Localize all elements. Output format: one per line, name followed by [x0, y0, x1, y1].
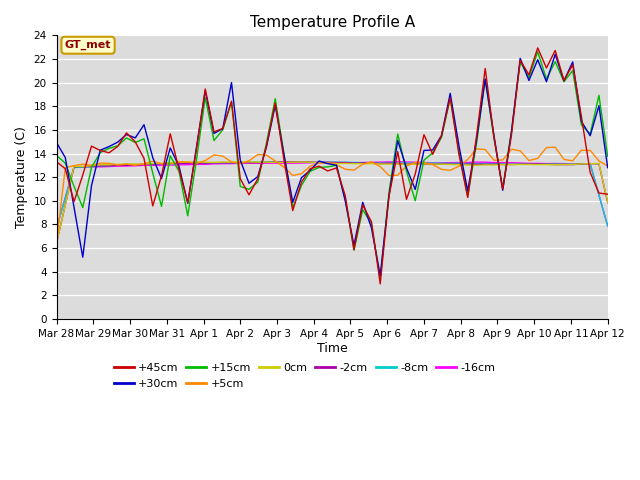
+5cm — [403, 163, 410, 169]
+15cm — [52, 153, 60, 158]
0cm — [333, 160, 340, 166]
+30cm — [324, 161, 332, 167]
-2cm — [280, 159, 288, 165]
+15cm — [534, 49, 541, 55]
-8cm — [271, 159, 279, 165]
+30cm — [420, 147, 428, 153]
+5cm — [604, 163, 612, 169]
+5cm — [123, 161, 131, 167]
Text: GT_met: GT_met — [65, 40, 111, 50]
+15cm — [123, 135, 131, 141]
+45cm — [123, 130, 131, 136]
-8cm — [420, 160, 428, 166]
+45cm — [359, 202, 367, 208]
+15cm — [604, 154, 612, 159]
-16cm — [280, 160, 288, 166]
+15cm — [280, 151, 288, 157]
Line: +5cm: +5cm — [56, 147, 608, 243]
-2cm — [367, 160, 375, 166]
+30cm — [412, 187, 419, 192]
Title: Temperature Profile A: Temperature Profile A — [250, 15, 415, 30]
-8cm — [333, 159, 340, 165]
-2cm — [123, 162, 131, 168]
+45cm — [52, 159, 60, 165]
Legend: +45cm, +30cm, +15cm, +5cm, 0cm, -2cm, -8cm, -16cm: +45cm, +30cm, +15cm, +5cm, 0cm, -2cm, -8… — [109, 359, 500, 393]
0cm — [52, 240, 60, 246]
+30cm — [376, 273, 384, 278]
-8cm — [604, 223, 612, 229]
-2cm — [333, 160, 340, 166]
Line: +30cm: +30cm — [56, 54, 608, 276]
+15cm — [324, 164, 332, 170]
-8cm — [52, 226, 60, 231]
+5cm — [412, 159, 419, 165]
+45cm — [324, 168, 332, 174]
-16cm — [604, 223, 612, 229]
-16cm — [412, 159, 419, 165]
0cm — [289, 159, 296, 165]
-16cm — [420, 159, 428, 165]
-2cm — [289, 159, 296, 165]
Line: +45cm: +45cm — [56, 48, 608, 284]
Line: -16cm: -16cm — [56, 162, 608, 228]
-2cm — [420, 161, 428, 167]
Line: +15cm: +15cm — [56, 52, 608, 278]
-16cm — [52, 225, 60, 231]
+15cm — [420, 157, 428, 163]
Y-axis label: Temperature (C): Temperature (C) — [15, 126, 28, 228]
+30cm — [359, 199, 367, 205]
-2cm — [604, 200, 612, 205]
+45cm — [604, 192, 612, 197]
+45cm — [534, 45, 541, 51]
0cm — [412, 161, 419, 167]
-16cm — [359, 160, 367, 166]
X-axis label: Time: Time — [317, 342, 348, 355]
Line: 0cm: 0cm — [56, 162, 608, 243]
+30cm — [280, 152, 288, 157]
+5cm — [52, 240, 60, 246]
+30cm — [52, 140, 60, 145]
Line: -8cm: -8cm — [56, 162, 608, 228]
+45cm — [412, 171, 419, 177]
+15cm — [412, 198, 419, 204]
-16cm — [123, 163, 131, 169]
+5cm — [280, 164, 288, 170]
-8cm — [123, 162, 131, 168]
-8cm — [367, 160, 375, 166]
-16cm — [324, 160, 332, 166]
0cm — [367, 161, 375, 167]
-8cm — [412, 160, 419, 166]
-2cm — [52, 240, 60, 246]
+30cm — [551, 51, 559, 57]
-8cm — [289, 159, 296, 165]
-16cm — [394, 159, 401, 165]
+5cm — [359, 161, 367, 167]
+15cm — [376, 276, 384, 281]
+15cm — [359, 207, 367, 213]
+45cm — [420, 132, 428, 138]
0cm — [236, 159, 244, 165]
0cm — [420, 161, 428, 167]
+30cm — [604, 165, 612, 170]
+5cm — [324, 160, 332, 166]
-2cm — [412, 161, 419, 167]
+5cm — [551, 144, 559, 150]
+45cm — [280, 157, 288, 163]
+45cm — [376, 281, 384, 287]
0cm — [604, 199, 612, 205]
0cm — [123, 161, 131, 167]
+30cm — [123, 132, 131, 137]
Line: -2cm: -2cm — [56, 162, 608, 243]
